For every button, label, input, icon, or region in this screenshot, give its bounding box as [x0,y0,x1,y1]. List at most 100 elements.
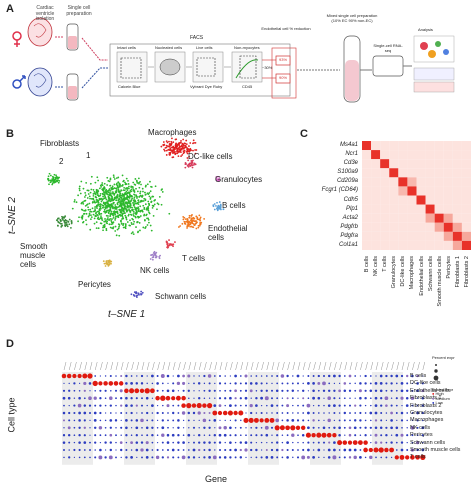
tsne-point [140,195,143,198]
dotplot-dot [359,434,362,436]
heatmap-cell [425,186,435,196]
heatmap-cell [389,213,399,223]
dotplot-dot [286,441,289,444]
heatmap-cell [407,150,417,160]
tsne-point [89,210,92,213]
dotplot-dot [390,426,393,430]
tsne-point [168,243,171,246]
tsne-point [107,264,110,267]
gene-tick [100,361,103,371]
tsne-point [132,181,135,184]
heatmap-cell [389,186,399,196]
heatmap-cell [461,141,471,151]
tsne-point [57,217,60,220]
dotplot-dot [130,434,133,436]
dotplot-dot [317,412,320,414]
dotplot-dot [62,419,66,422]
dotplot-dot [255,382,258,385]
dotplot-dot [323,419,325,422]
tsne-point [120,222,123,225]
tsne-point [106,202,109,205]
tsne-point [117,188,120,191]
tsne-point [102,201,105,204]
tsne-point [111,205,114,208]
tsne-point [103,203,106,206]
label-endothelial: Endothelial cells [208,224,248,242]
tsne-point [151,256,154,259]
dotplot-dot [198,390,200,392]
dotplot-dot [307,448,310,452]
dotplot-dot [297,434,299,437]
dotplot-dot [421,396,425,400]
heatmap-cell [398,222,408,232]
gene-tick [115,361,119,371]
dotplot-dot [62,396,66,400]
tsne-point [99,205,101,208]
dotplot-dot [63,382,65,385]
dotplot-dot [146,375,148,377]
heatmap-cell [461,240,471,250]
dotplot-dot [156,389,159,392]
dotplot-dot [172,441,175,444]
tsne-point [93,222,96,225]
tsne-point [94,193,97,196]
dotplot-dot [317,419,320,422]
tsne-point [146,192,149,195]
dotplot-dot [130,397,133,400]
dotplot-dot [406,427,408,429]
dotplot-dot [239,448,242,452]
tsne-point [122,202,125,205]
heatmap-celltype-label: B cells [364,256,370,273]
tsne-point [103,226,106,229]
dotplot-dot [364,404,367,407]
tsne-point [112,188,115,190]
dotplot-dot [63,449,65,451]
dotplot-dot [88,382,92,385]
dotplot-dot [276,382,279,385]
dotplot-dot [104,456,107,459]
tsne-point [160,145,163,148]
dotplot-dot [317,448,321,452]
tsne-point [189,225,192,228]
dotplot-dot [297,412,299,414]
dotplot-dot [374,396,378,400]
dotplot-dot [68,441,71,444]
dotplot-dot [109,448,113,452]
heatmap-cell [389,222,399,232]
dotplot-dot [118,381,124,386]
dotplot-dot [364,396,367,400]
dotplot-dot [327,456,331,459]
heatmap-cell [407,195,417,205]
dotplot-dot [317,396,321,400]
tsne-point [180,139,182,142]
tsne-point [99,192,102,195]
dotplot-dot [125,441,128,444]
tsne-point [170,140,173,143]
dotplot-dot [229,404,232,407]
tsne-point [101,219,104,221]
legend-scaled-title: Scaled expr [432,386,454,392]
dotplot-dot [276,441,279,444]
tsne-point [92,200,94,203]
tsne-point [179,145,182,148]
dotplot-dot [177,426,180,430]
heatmap-gene-label: Cdh5 [343,196,358,203]
tsne-point [110,262,112,265]
dotplot-dot [390,374,393,378]
dotplot-dot [239,375,242,377]
tsne-point [154,185,157,188]
dotplot-dot [270,426,274,429]
dotplot-dot [400,374,404,378]
tsne-point [129,219,131,222]
dotplot-dot [187,389,190,392]
dotplot-dot [207,374,212,378]
dotplot-dot [177,448,180,452]
dotplot-dot [250,434,253,437]
tsne-point [105,188,108,191]
tsne-point [89,197,91,200]
tsne-point [78,187,81,190]
heatmap-cell [398,240,408,250]
tsne-point [97,179,100,182]
tsne-point [92,195,95,197]
dotplot-dot [302,382,304,385]
